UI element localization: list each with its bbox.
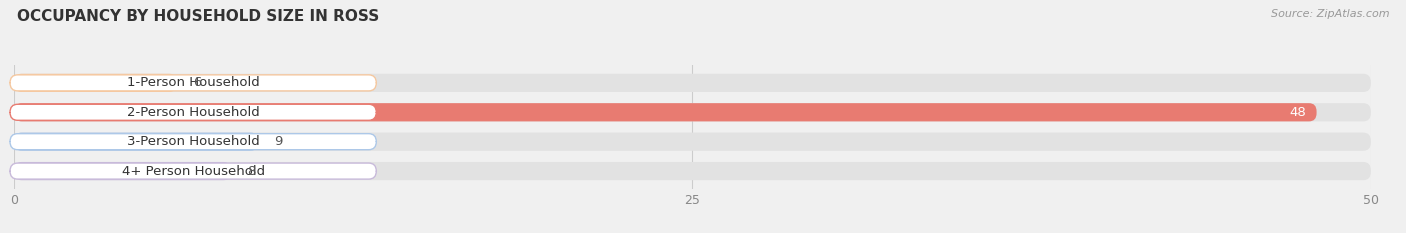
FancyBboxPatch shape — [14, 133, 259, 151]
FancyBboxPatch shape — [14, 162, 231, 180]
Text: 8: 8 — [247, 164, 256, 178]
Text: 48: 48 — [1289, 106, 1306, 119]
FancyBboxPatch shape — [10, 104, 377, 120]
Text: 2-Person Household: 2-Person Household — [127, 106, 260, 119]
FancyBboxPatch shape — [14, 103, 1316, 121]
FancyBboxPatch shape — [14, 133, 1371, 151]
FancyBboxPatch shape — [14, 74, 1371, 92]
FancyBboxPatch shape — [14, 103, 1371, 121]
Text: OCCUPANCY BY HOUSEHOLD SIZE IN ROSS: OCCUPANCY BY HOUSEHOLD SIZE IN ROSS — [17, 9, 380, 24]
Text: Source: ZipAtlas.com: Source: ZipAtlas.com — [1271, 9, 1389, 19]
FancyBboxPatch shape — [10, 163, 377, 179]
Text: 4+ Person Household: 4+ Person Household — [121, 164, 264, 178]
Text: 3-Person Household: 3-Person Household — [127, 135, 260, 148]
FancyBboxPatch shape — [10, 134, 377, 150]
Text: 6: 6 — [193, 76, 201, 89]
Text: 1-Person Household: 1-Person Household — [127, 76, 260, 89]
FancyBboxPatch shape — [14, 162, 1371, 180]
FancyBboxPatch shape — [10, 75, 377, 91]
Text: 9: 9 — [274, 135, 283, 148]
FancyBboxPatch shape — [14, 74, 177, 92]
